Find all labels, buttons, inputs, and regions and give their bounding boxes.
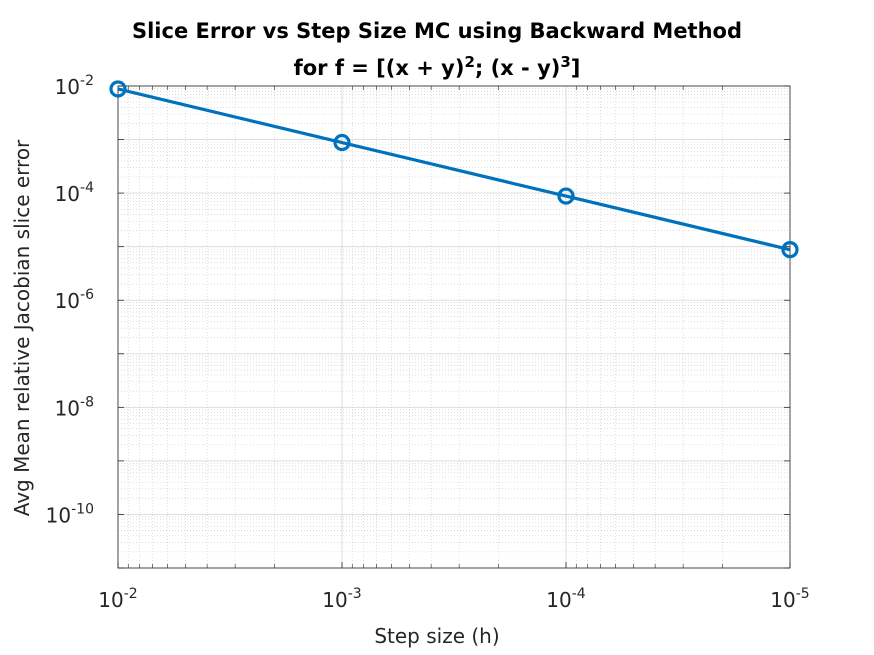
title-text: ; (x - y) bbox=[474, 56, 561, 80]
x-tick-exponent: -4 bbox=[572, 586, 586, 602]
chart-title-line-1: Slice Error vs Step Size MC using Backwa… bbox=[0, 21, 874, 42]
y-axis-label: Avg Mean relative Jacobian slice error bbox=[10, 139, 34, 517]
y-tick-label: 10-2 bbox=[55, 73, 94, 99]
title-superscript: 3 bbox=[560, 53, 571, 71]
minor-grid bbox=[118, 86, 790, 568]
x-tick-label: 10-2 bbox=[98, 586, 137, 612]
title-text: Slice Error vs Step Size MC using Backwa… bbox=[131, 19, 743, 43]
x-tick-base: 10 bbox=[546, 588, 571, 612]
y-tick-exponent: -8 bbox=[80, 394, 94, 410]
y-tick-label: 10-8 bbox=[55, 394, 94, 420]
title-text: ] bbox=[570, 56, 581, 80]
x-tick-label: 10-4 bbox=[546, 586, 586, 612]
x-tick-base: 10 bbox=[770, 588, 795, 612]
data-point bbox=[557, 187, 575, 205]
data-point bbox=[109, 80, 127, 98]
x-tick-label: 10-5 bbox=[770, 586, 809, 612]
y-tick-base: 10 bbox=[55, 182, 80, 206]
y-tick-base: 10 bbox=[46, 503, 71, 527]
y-tick-exponent: -2 bbox=[80, 73, 94, 89]
x-tick-exponent: -5 bbox=[796, 586, 810, 602]
y-tick-exponent: -10 bbox=[71, 501, 94, 517]
x-tick-exponent: -2 bbox=[124, 586, 138, 602]
data-point bbox=[781, 241, 799, 259]
data-point bbox=[333, 133, 351, 152]
x-axis-label: Step size (h) bbox=[374, 624, 500, 648]
y-tick-base: 10 bbox=[55, 75, 80, 99]
axes-box bbox=[117, 85, 791, 569]
x-tick-base: 10 bbox=[322, 588, 347, 612]
series-group bbox=[109, 80, 799, 259]
chart-title-line-2: for f = [(x + y)2; (x - y)3] bbox=[0, 55, 874, 79]
y-tick-base: 10 bbox=[55, 289, 80, 313]
axis-ticks bbox=[117, 85, 791, 569]
title-superscript: 2 bbox=[464, 53, 475, 71]
y-tick-label: 10-4 bbox=[55, 180, 95, 206]
tick-labels: 10-2 10-3 10-4 10-510-210-410-610-810-10 bbox=[46, 73, 810, 612]
x-tick-exponent: -3 bbox=[348, 586, 362, 602]
series-line bbox=[117, 87, 791, 252]
y-tick-exponent: -6 bbox=[80, 287, 94, 303]
x-tick-label: 10-3 bbox=[322, 586, 361, 612]
x-tick-base: 10 bbox=[98, 588, 123, 612]
major-grid bbox=[117, 85, 791, 569]
y-tick-label: 10-10 bbox=[46, 501, 94, 527]
title-text: for f = [(x + y) bbox=[293, 56, 465, 80]
y-tick-base: 10 bbox=[55, 396, 80, 420]
y-tick-label: 10-6 bbox=[55, 287, 95, 313]
y-tick-exponent: -4 bbox=[80, 180, 94, 196]
